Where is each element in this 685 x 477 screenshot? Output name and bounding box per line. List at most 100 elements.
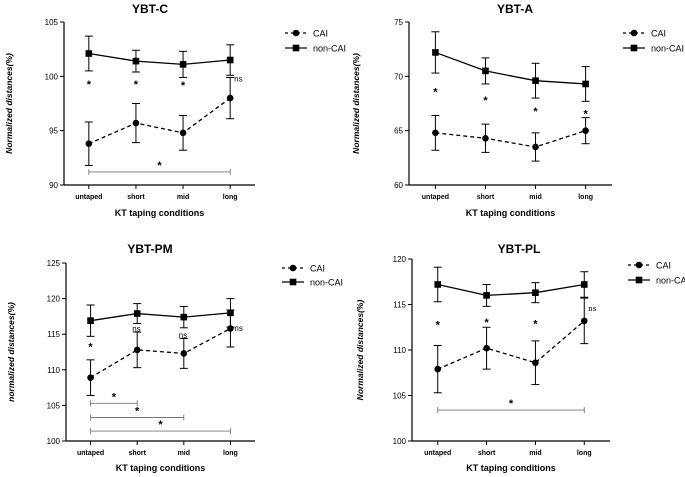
- ybt-pm-legend-cai-marker: [289, 264, 297, 272]
- ybt-pl-significance-star: *: [533, 319, 538, 331]
- ybt-a-x-tick-label: long: [578, 194, 593, 201]
- ybt-pl-y-tick-label: 115: [393, 301, 406, 310]
- ybt-a-non-cai-point: [582, 80, 589, 88]
- ybt-c-significance-star: *: [87, 79, 92, 91]
- ybt-a-cai-point: [582, 127, 589, 134]
- ybt-pl-bracket-star: *: [509, 398, 514, 410]
- ybt-pm-ns-label: ns: [234, 324, 242, 333]
- ybt-a-legend-non-cai-label: non-CAI: [651, 44, 684, 54]
- ybt-pl-legend-non-cai-label: non-CAI: [656, 276, 685, 286]
- ybt-pl-cai-point: [580, 317, 588, 325]
- ybt-pl-legend-cai-label: CAI: [656, 261, 671, 271]
- ybt-pl-non-cai-point: [580, 281, 588, 288]
- ybt-a-significance-star: *: [533, 106, 538, 118]
- ybt-c-non-cai-point: [85, 50, 93, 57]
- ybt-a-y-axis-label: Normalized distances(%): [351, 53, 361, 154]
- ybt-pl-non-cai-line: [437, 283, 585, 297]
- ybt-c-y-tick-label: 100: [45, 72, 59, 81]
- ybt-a-cai-line: [435, 130, 586, 148]
- ybt-pm-y-tick-label: 120: [47, 295, 61, 304]
- ybt-c-x-tick-label: mid: [177, 194, 189, 201]
- ybt-a-legend-cai-marker: [630, 29, 638, 37]
- ybt-a-y-tick-label: 60: [394, 181, 403, 190]
- ybt-c-y-tick-label: 105: [45, 18, 59, 27]
- ybt-c-non-cai-line: [88, 52, 231, 66]
- ybt-c-title: YBT-C: [132, 2, 168, 16]
- ybt-pm-y-tick-label: 100: [47, 437, 61, 446]
- ybt-pm-significance-star: *: [88, 341, 93, 353]
- ybt-pl-y-tick-label: 110: [393, 346, 406, 355]
- ybt-pm-legend-cai-label: CAI: [310, 264, 325, 274]
- ybt-c-legend-non-cai-label: non-CAI: [313, 44, 346, 54]
- ybt-a-title: YBT-A: [497, 2, 533, 16]
- ybt-c-x-tick-label: untaped: [75, 194, 102, 201]
- ybt-pl-legend-non-cai-marker: [635, 276, 643, 284]
- ybt-a-non-cai-point: [482, 67, 489, 75]
- ybt-pl-cai-point: [483, 344, 490, 352]
- ybt-a-significance-star: *: [483, 95, 488, 107]
- ybt-pl-cai-point: [434, 365, 442, 373]
- ybt-a-x-tick-label: short: [477, 194, 495, 201]
- ybt-pm-y-tick-label: 105: [47, 401, 61, 410]
- ybt-c-bracket-star: *: [157, 160, 162, 172]
- ybt-pm-x-tick-label: short: [128, 450, 146, 457]
- ybt-pl-cai-point: [532, 359, 539, 367]
- ybt-c-legend-cai-marker: [292, 29, 300, 37]
- ybt-a-x-tick-label: untaped: [422, 194, 449, 201]
- ybt-pm-x-tick-label: mid: [178, 450, 190, 457]
- ybt-pl-significance-star: *: [436, 320, 441, 332]
- ybt-c-non-cai-point: [132, 57, 140, 65]
- ybt-c-non-cai-point: [179, 61, 187, 68]
- ybt-pl-y-tick-label: 100: [393, 437, 407, 446]
- ybt-c-significance-star: *: [181, 80, 186, 92]
- ybt-c-legend-cai-label: CAI: [313, 29, 328, 39]
- ybt-pl-non-cai-point: [483, 292, 490, 299]
- ybt-c-cai-point: [226, 94, 234, 102]
- ybt-pl-y-tick-label: 105: [393, 392, 407, 401]
- ybt-pm-non-cai-line: [90, 312, 231, 322]
- ybt-c-x-tick-label: long: [223, 194, 238, 201]
- ybt-pm-y-tick-label: 125: [47, 259, 61, 268]
- ybt-pl-x-tick-label: mid: [529, 450, 541, 457]
- ybt-pm-non-cai-point: [227, 309, 234, 317]
- ybt-pm-ns-label: ns: [132, 325, 140, 334]
- ybt-pl-y-tick-label: 120: [393, 255, 407, 264]
- ybt-a-x-tick-label: mid: [529, 194, 541, 201]
- ybt-pm-non-cai-point: [87, 317, 94, 324]
- ybt-pm-legend-non-cai-label: non-CAI: [310, 278, 343, 288]
- ybt-pl-x-axis-label: KT taping conditions: [466, 463, 556, 473]
- ybt-c-cai-line: [88, 97, 231, 145]
- ybt-pl-non-cai-point: [434, 281, 442, 288]
- ybt-a-y-tick-label: 65: [394, 127, 403, 136]
- ybt-a-cai-point: [482, 134, 489, 142]
- ybt-pm-y-tick-label: 115: [47, 330, 60, 339]
- ybt-pl-cai-line: [437, 320, 585, 370]
- ybt-pm-bracket-star: *: [158, 419, 163, 431]
- ybt-a-legend-non-cai-marker: [630, 44, 638, 52]
- ybt-a-cai-point: [532, 143, 539, 151]
- ybt-c-legend-non-cai-marker: [292, 44, 300, 52]
- ybt-pm-non-cai-point: [180, 313, 188, 321]
- ybt-c-cai-point: [132, 119, 140, 127]
- ybt-pm-bracket-star: *: [135, 406, 140, 418]
- ybt-pm-cai-point: [133, 346, 141, 354]
- ybt-pl-x-tick-label: short: [478, 450, 496, 457]
- ybt-a-y-tick-label: 75: [394, 18, 403, 27]
- ybt-pm-cai-point: [87, 374, 94, 381]
- ybt-c-cai-point: [179, 129, 187, 137]
- ybt-a-cai-point: [432, 129, 439, 137]
- ybt-a-significance-star: *: [433, 87, 438, 99]
- ybt-c-y-tick-label: 95: [49, 127, 58, 136]
- ybt-pl-ns-label: ns: [588, 305, 597, 313]
- ybt-pm-non-cai-point: [133, 310, 141, 317]
- ybt-a-non-cai-point: [432, 49, 439, 56]
- ybt-c-significance-star: *: [134, 79, 139, 91]
- ybt-pm-x-axis-label: KT taping conditions: [116, 463, 206, 473]
- ybt-pm-ns-label: ns: [179, 331, 187, 340]
- ybt-c-ns-label: ns: [234, 75, 242, 84]
- ybt-pm-cai-line: [90, 327, 231, 379]
- ybt-pm-title: YBT-PM: [127, 242, 172, 256]
- ybt-pl-y-axis-label: Normalized distances(%): [355, 300, 365, 401]
- ybt-pl-legend-cai-marker: [635, 261, 643, 269]
